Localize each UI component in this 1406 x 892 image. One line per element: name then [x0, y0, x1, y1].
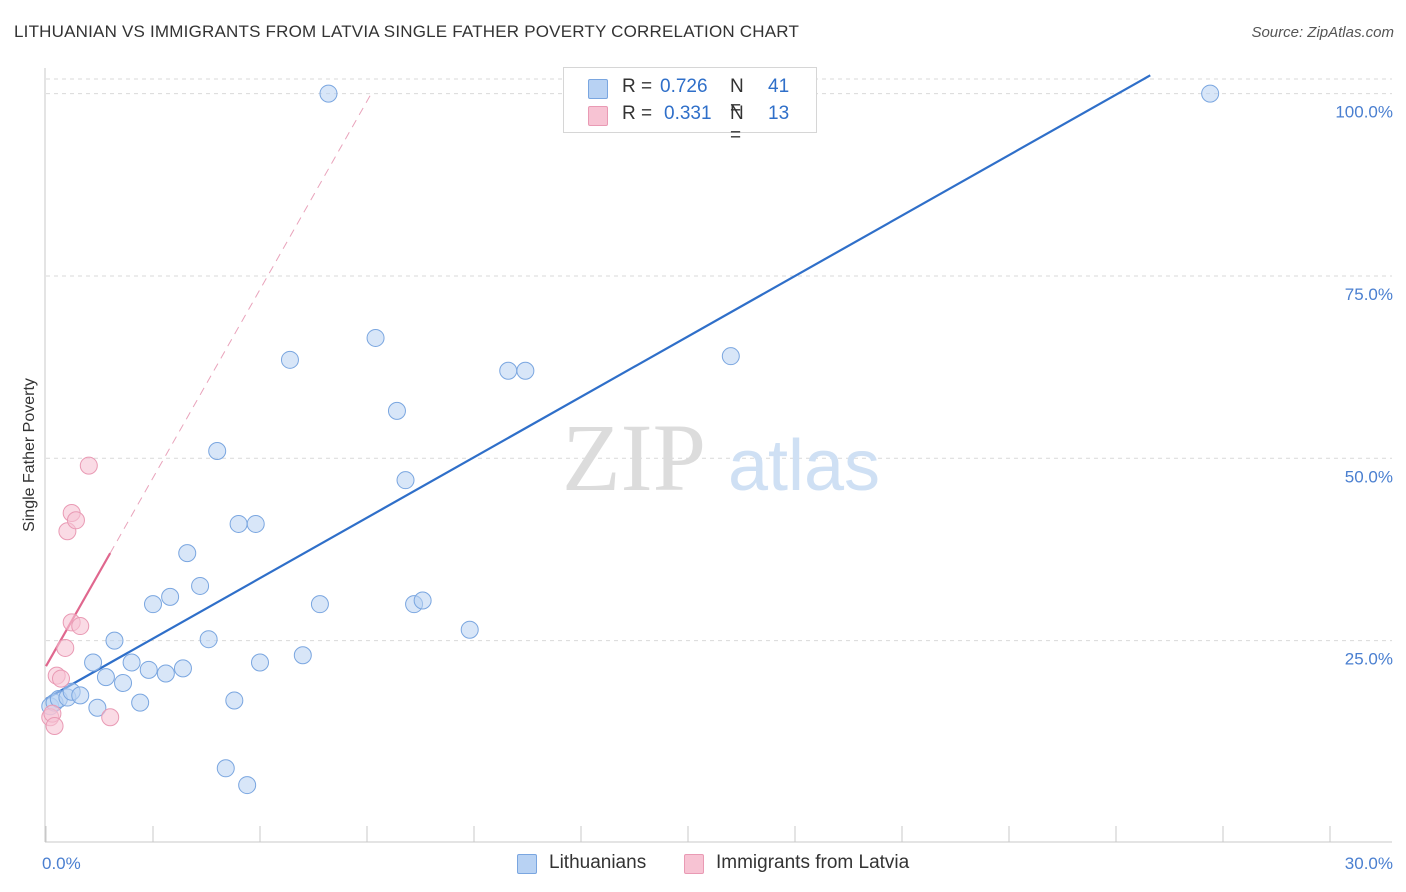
point-lithuanians [1201, 84, 1220, 103]
correlation-legend: R = 0.726 N = 41 R = 0.331 N = 13 [563, 67, 817, 146]
point-lithuanians [225, 691, 244, 710]
point-lithuanians [71, 686, 90, 705]
point-lithuanians [208, 442, 227, 460]
point-lithuanians [516, 361, 535, 380]
point-lithuanians [173, 659, 192, 678]
point-lithuanians [178, 544, 197, 563]
point-lithuanians [131, 693, 150, 712]
bottom-legend-swatch-blue [517, 854, 537, 874]
legend-n-label: N = [730, 103, 744, 146]
point-lithuanians [229, 514, 248, 533]
point-lithuanians [251, 653, 269, 672]
point-lithuanians [280, 350, 299, 369]
point-latvia [79, 456, 98, 475]
bottom-legend-label: Lithuanians [549, 852, 647, 873]
point-lithuanians [114, 673, 133, 692]
point-lithuanians [139, 660, 158, 679]
point-lithuanians [310, 595, 329, 614]
point-latvia [51, 669, 70, 688]
trend-line-lithuanians [45, 74, 1151, 700]
point-latvia [56, 638, 75, 657]
point-lithuanians [246, 514, 265, 533]
grid-lines [46, 78, 1392, 642]
point-lithuanians [88, 698, 107, 717]
point-latvia [45, 716, 64, 735]
point-lithuanians [84, 653, 103, 672]
tick-labels: 25.0% 50.0% 75.0% 100.0% 0.0% 30.0% [42, 103, 1393, 873]
legend-r-value: 0.726 [660, 76, 708, 97]
y-tick-label: 50.0% [1345, 467, 1393, 486]
point-latvia [71, 617, 90, 636]
watermark-zip: ZIP [562, 404, 706, 511]
trend-line-latvia-extrapolated [109, 93, 372, 554]
point-latvia [66, 511, 85, 530]
legend-n-value: 13 [768, 103, 790, 124]
point-lithuanians [396, 471, 415, 490]
legend-r-label: R = [622, 103, 658, 124]
y-tick-label: 25.0% [1345, 650, 1393, 669]
watermark-atlas: atlas [728, 426, 880, 506]
bottom-legend-label: Immigrants from Latvia [716, 852, 910, 873]
y-tick-label: 100.0% [1335, 103, 1393, 122]
point-lithuanians [721, 347, 740, 366]
point-lithuanians [499, 361, 518, 380]
chart-title: LITHUANIAN VS IMMIGRANTS FROM LATVIA SIN… [14, 22, 800, 41]
x-tick-label: 0.0% [42, 854, 81, 873]
trend-line-latvia [45, 552, 112, 667]
point-lithuanians [366, 328, 385, 347]
point-lithuanians [191, 576, 210, 595]
watermark: ZIP atlas [562, 404, 880, 511]
point-lithuanians [199, 630, 218, 649]
point-lithuanians [293, 646, 312, 665]
y-tick-label: 75.0% [1345, 285, 1393, 304]
point-lithuanians [144, 595, 162, 614]
point-lithuanians [413, 591, 432, 610]
point-lithuanians [319, 84, 338, 103]
point-lithuanians [96, 668, 115, 687]
legend-r-value: 0.331 [664, 103, 712, 124]
legend-swatch-blue [588, 79, 608, 99]
trend-lines [45, 74, 1151, 700]
data-points [41, 84, 1220, 795]
bottom-legend-swatch-pink [684, 854, 704, 874]
legend-n-label: N = [730, 76, 744, 119]
point-lithuanians [156, 664, 175, 683]
point-latvia [101, 708, 120, 727]
point-lithuanians [161, 587, 180, 606]
legend-swatch-pink [588, 106, 608, 126]
point-lithuanians [105, 631, 124, 650]
point-lithuanians [387, 401, 406, 420]
point-lithuanians [238, 776, 257, 795]
y-axis-title: Single Father Poverty [21, 378, 38, 532]
legend-n-value: 41 [768, 76, 790, 97]
axes [44, 68, 1392, 843]
chart-source: Source: ZipAtlas.com [1251, 24, 1394, 41]
legend-r-label: R = [622, 76, 658, 97]
point-lithuanians [460, 620, 479, 639]
x-tick-label: 30.0% [1345, 854, 1393, 873]
point-lithuanians [122, 653, 141, 672]
point-lithuanians [216, 759, 235, 778]
